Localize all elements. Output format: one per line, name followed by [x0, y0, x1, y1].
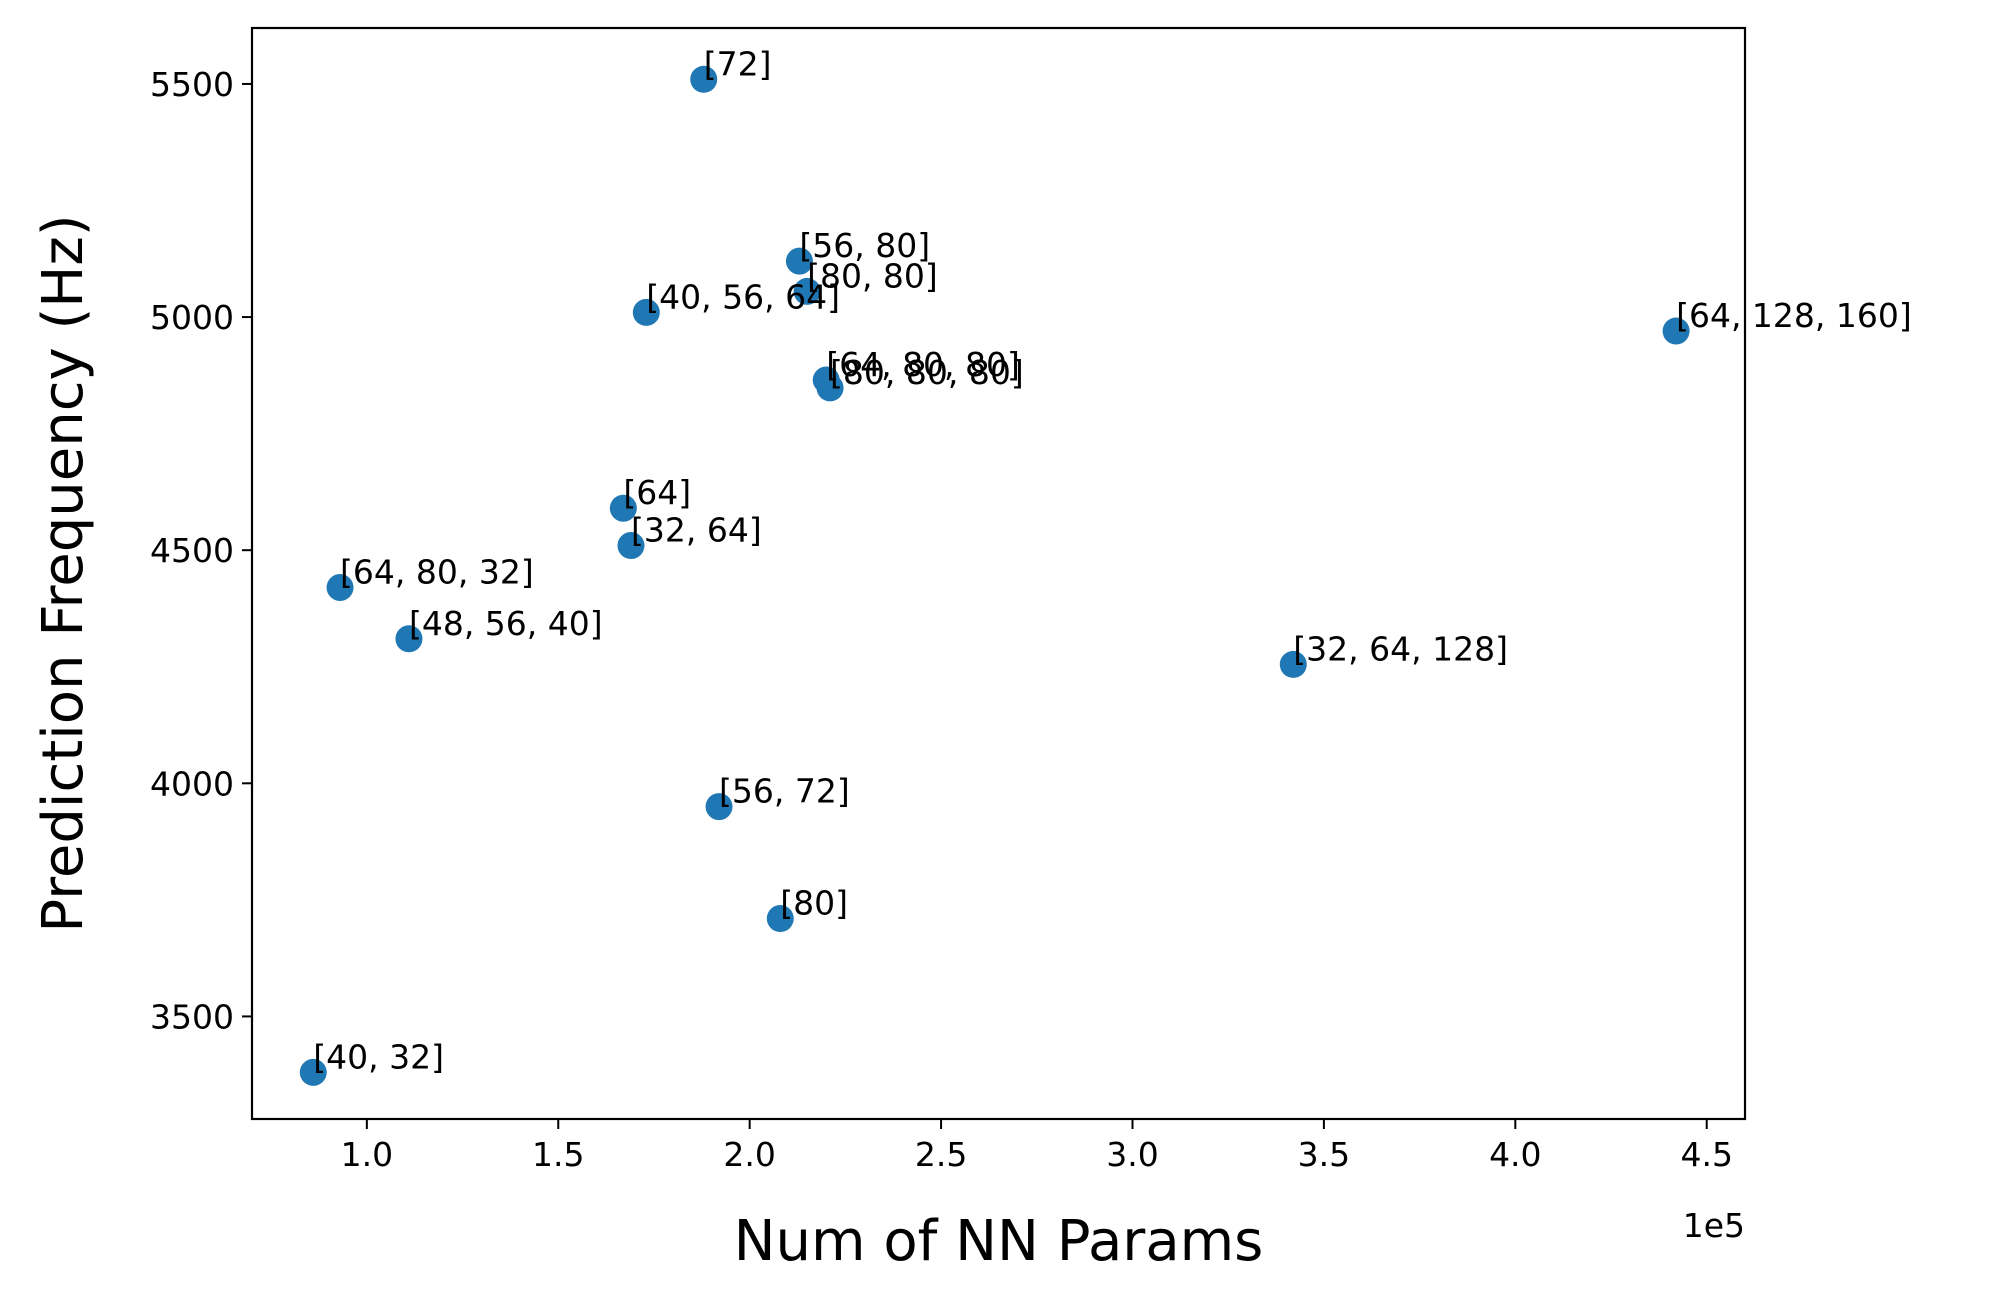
points-layer	[299, 65, 1690, 1086]
x-tick-label: 1.0	[341, 1135, 393, 1174]
data-point-label: [80, 80]	[807, 256, 938, 295]
data-point-label: [32, 64]	[631, 511, 762, 550]
data-point-label: [64, 80, 80]	[826, 345, 1020, 384]
x-tick-label: 3.0	[1106, 1135, 1158, 1174]
y-tick-label: 4500	[150, 531, 234, 570]
data-point-label: [72]	[704, 44, 772, 83]
x-axis-title: Num of NN Params	[734, 1209, 1264, 1274]
data-point	[705, 793, 733, 821]
x-tick-label: 3.5	[1298, 1135, 1350, 1174]
data-point	[690, 65, 718, 93]
data-point-label: [40, 32]	[313, 1037, 444, 1076]
data-point	[1279, 650, 1307, 678]
y-axis-title: Prediction Frequency (Hz)	[31, 214, 96, 932]
data-point	[326, 573, 354, 601]
data-point-label: [64, 128, 160]	[1676, 296, 1912, 335]
y-tick-label: 3500	[150, 997, 234, 1036]
y-tick-label: 4000	[150, 764, 234, 803]
data-point-label: [56, 80]	[799, 226, 930, 265]
x-axis-offset-label: 1e5	[1683, 1206, 1745, 1245]
data-point-label: [32, 64, 128]	[1293, 629, 1508, 668]
data-point	[816, 374, 844, 402]
data-point	[395, 625, 423, 653]
data-point	[785, 247, 813, 275]
y-tick-label: 5000	[150, 298, 234, 337]
data-point	[766, 905, 794, 933]
data-point	[793, 277, 821, 305]
ticks-layer: 1.0 1.5 2.0 2.5 3.0 3.5 4.0 4.5 3500 4000 4500 5000…	[150, 65, 1733, 1174]
x-tick-label: 2.5	[915, 1135, 967, 1174]
data-point	[609, 494, 637, 522]
data-point-label: [64]	[623, 473, 691, 512]
data-point	[632, 298, 660, 326]
data-point-label: [56, 72]	[719, 772, 850, 811]
data-point-label: [64, 80, 32]	[340, 552, 534, 591]
y-tick-label: 5500	[150, 65, 234, 104]
data-point-label: [48, 56, 40]	[409, 604, 603, 643]
point-labels-layer: [72] [56, 80][80, 80][40, 56, 64] [64, 128…	[313, 44, 1912, 1076]
x-tick-label: 4.5	[1680, 1135, 1732, 1174]
data-point-label: [80]	[780, 884, 848, 923]
data-point	[299, 1058, 327, 1086]
data-point-label: [80, 80, 80]	[830, 353, 1024, 392]
x-tick-label: 2.0	[723, 1135, 775, 1174]
plot-frame	[250, 26, 1747, 1121]
data-point	[617, 532, 645, 560]
x-tick-label: 4.0	[1489, 1135, 1541, 1174]
data-point-label: [40, 56, 64]	[646, 277, 840, 316]
data-point	[1662, 317, 1690, 345]
x-tick-label: 1.5	[532, 1135, 584, 1174]
